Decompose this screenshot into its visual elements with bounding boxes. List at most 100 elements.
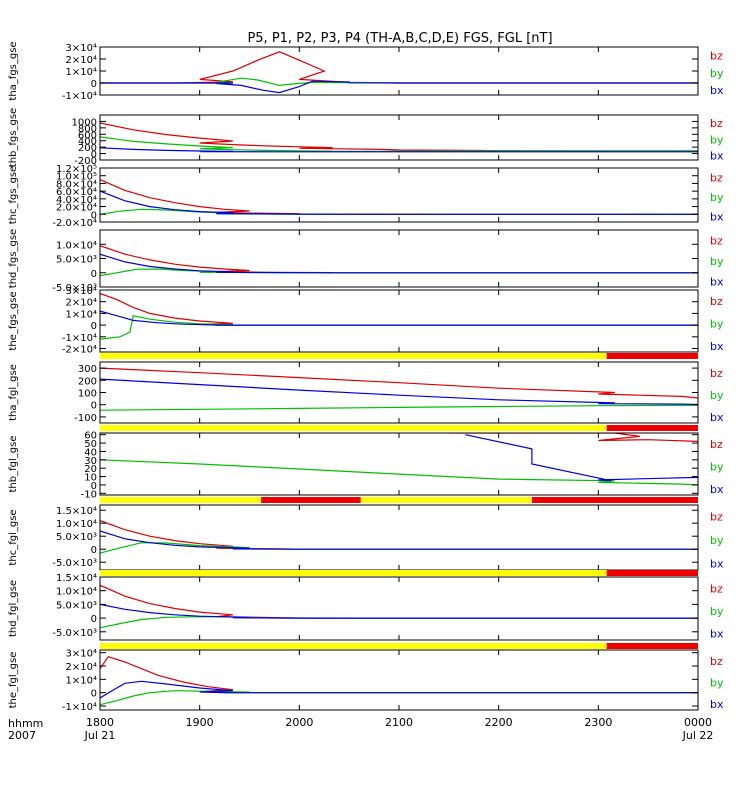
series-line-bx [100, 680, 698, 699]
quality-segment-yellow [360, 497, 532, 503]
y-tick-label: -1×10⁴ [62, 702, 97, 713]
y-tick-label: 1.5×10⁴ [56, 506, 97, 517]
legend-label-by: by [710, 191, 724, 204]
legend-label-bx: bx [710, 340, 724, 353]
series-line-bz [100, 292, 698, 326]
y-tick-label: 600 [78, 130, 97, 141]
legend-label-bz: bz [710, 582, 723, 595]
series-line-bz [100, 245, 698, 274]
panel-lines [100, 655, 698, 706]
y-tick-label: 0 [91, 210, 97, 221]
legend-label-bz: bz [710, 438, 723, 451]
y-tick-label: 0 [91, 321, 97, 332]
series-line-bz [100, 179, 698, 215]
y-tick-label: 1.2×10⁵ [56, 164, 97, 175]
x-tick-label: 2100 [385, 716, 413, 729]
legend-label-bz: bz [710, 367, 723, 380]
y-tick-label: 40 [84, 447, 97, 458]
y-tick-label: 1×10⁴ [66, 675, 97, 686]
legend-label-bx: bx [710, 628, 724, 641]
series-line-by [100, 208, 698, 215]
y-tick-label: 400 [78, 137, 97, 148]
y-axis-label: the_fgs_gse [8, 291, 19, 350]
y-tick-label: -2×10⁴ [62, 344, 97, 355]
panel-frame [99, 229, 699, 288]
panel-frame [99, 504, 699, 571]
panel-lines [100, 367, 698, 411]
quality-segment-red [606, 353, 698, 359]
legend-label-bx: bx [710, 150, 724, 163]
y-tick-label: 200 [78, 376, 97, 387]
series-line-bx [100, 147, 698, 153]
y-tick-label: 5.0×10³ [56, 532, 97, 543]
legend-label-bx: bx [710, 698, 724, 711]
y-axis-label: thc_fgs_gse [8, 166, 19, 225]
legend-label-bz: bz [710, 234, 723, 247]
x-date-label-start: Jul 21 [84, 729, 116, 742]
legend-label-bz: bz [710, 295, 723, 308]
legend-label-by: by [710, 389, 724, 402]
panel-lines [100, 51, 698, 94]
panel-frame [99, 576, 699, 641]
chart-title: P5, P1, P2, P3, P4 (TH-A,B,C,D,E) FGS, F… [247, 31, 552, 46]
x-tick-label: 1800 [86, 716, 114, 729]
y-tick-label: 50 [84, 439, 97, 450]
panel-10: -1×10⁴ 0 1×10⁴ 2×10⁴ 3×10⁴ the_fgl_gse bz by bx [8, 649, 724, 713]
y-tick-label: 100 [78, 389, 97, 400]
y-tick-label: 0 [91, 545, 97, 556]
legend-label-by: by [710, 676, 724, 689]
series-line-by [100, 542, 698, 554]
legend-label-bx: bx [710, 211, 724, 224]
y-tick-label: -10 [81, 489, 97, 500]
y-tick-label: 5.0×10³ [56, 600, 97, 611]
series-line-bx [100, 530, 698, 550]
y-tick-label: 60 [84, 431, 97, 442]
y-tick-label: 200 [78, 143, 97, 154]
y-tick-label: 20 [84, 464, 97, 475]
quality-segment-red [261, 497, 361, 503]
series-line-bz [100, 367, 698, 399]
y-tick-label: 300 [78, 364, 97, 375]
y-tick-label: 1×10⁴ [66, 67, 97, 78]
series-line-by [100, 136, 698, 152]
y-tick-label: 2×10⁴ [66, 662, 97, 673]
y-axis-label: tha_fgl_gse [8, 364, 19, 421]
series-line-bx [100, 310, 698, 326]
quality-segment-red [606, 425, 698, 431]
x-date-label-end: Jul 22 [682, 729, 714, 742]
y-tick-label: 1×10⁴ [66, 309, 97, 320]
legend-label-bz: bz [710, 511, 723, 524]
y-tick-label: 3×10⁴ [66, 43, 97, 54]
y-tick-label: 0 [91, 689, 97, 700]
panel-9: -5.0×10³ 0 5.0×10³ 1.0×10⁴ 1.5×10⁴ thd_fgl_gs… [8, 573, 724, 641]
legend-label-bx: bx [710, 483, 724, 496]
y-tick-label: 2×10⁴ [66, 55, 97, 66]
legend-label-bx: bx [710, 558, 724, 571]
series-line-by [100, 404, 698, 411]
y-axis-label: thb_fgs_gse [8, 108, 19, 167]
panel-lines [100, 292, 698, 340]
y-tick-label: 0 [91, 614, 97, 625]
y-axis-label: the_fgl_gse [8, 652, 19, 709]
series-line-bx [100, 253, 698, 274]
series-line-by [100, 77, 698, 87]
legend-label-by: by [710, 460, 724, 473]
y-tick-label: -5.0×10³ [52, 628, 97, 639]
panel-lines [100, 179, 698, 215]
series-line-bz [100, 51, 698, 84]
y-tick-label: 1.0×10⁴ [56, 240, 97, 251]
legend-label-by: by [710, 317, 724, 330]
quality-segment-yellow [100, 353, 607, 359]
y-tick-label: -2.0×10⁴ [52, 218, 97, 229]
y-tick-label: 800 [78, 124, 97, 135]
y-tick-label: 10 [84, 473, 97, 484]
legend-label-bz: bz [710, 117, 723, 130]
y-tick-label: 30 [84, 456, 97, 467]
y-axis-label: thd_fgs_gse [8, 229, 19, 288]
